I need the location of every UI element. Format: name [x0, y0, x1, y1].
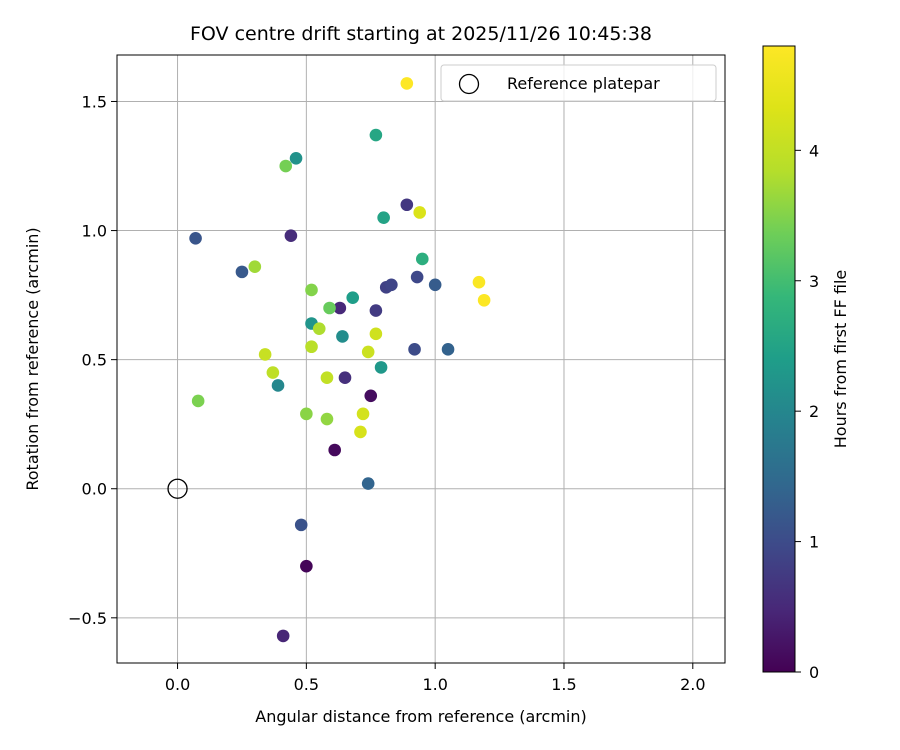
y-axis-label: Rotation from reference (arcmin) — [23, 227, 42, 490]
scatter-point — [328, 443, 341, 457]
scatter-point — [364, 389, 378, 403]
scatter-point — [320, 412, 334, 426]
scatter-point — [191, 394, 205, 408]
scatter-point — [248, 260, 262, 274]
x-tick-label: 1.5 — [551, 675, 576, 694]
legend-label: Reference platepar — [507, 74, 660, 93]
scatter-point — [235, 265, 249, 279]
scatter-point — [369, 327, 383, 341]
scatter-point — [346, 291, 360, 304]
scatter-point — [189, 232, 202, 245]
data-points — [189, 77, 491, 643]
scatter-point — [294, 518, 308, 532]
scatter-point — [266, 366, 280, 379]
colorbar — [762, 45, 796, 673]
reference-marker-layer — [167, 478, 188, 499]
scatter-point — [369, 128, 383, 142]
scatter-point — [333, 301, 347, 315]
scatter-point — [323, 301, 336, 315]
x-axis: 0.0 0.5 1.0 1.5 2.0 — [165, 663, 706, 694]
scatter-point — [354, 425, 367, 439]
scatter-point — [312, 322, 326, 335]
legend-reference-marker — [458, 73, 480, 95]
scatter-point — [415, 252, 429, 266]
scatter-point — [400, 198, 414, 212]
colorbar-label: Hours from first FF file — [831, 270, 850, 449]
scatter-point — [276, 629, 290, 643]
reference-platepar-marker — [167, 478, 188, 499]
scatter-point — [385, 278, 398, 292]
y-tick-label: 0.5 — [82, 351, 107, 370]
colorbar-tick-label: 4 — [809, 141, 819, 160]
colorbar-ticks: 0 1 2 3 4 — [795, 141, 819, 682]
scatter-point — [400, 77, 414, 90]
y-tick-label: 0.0 — [82, 480, 107, 499]
scatter-point — [374, 361, 388, 374]
colorbar-tick-label: 0 — [809, 663, 819, 682]
colorbar-tick-label: 3 — [809, 272, 819, 291]
scatter-point — [356, 407, 370, 421]
scatter-point — [305, 283, 318, 297]
scatter-point — [477, 293, 491, 307]
scatter-point — [271, 379, 285, 392]
scatter-point — [320, 371, 334, 385]
chart-title: FOV centre drift starting at 2025/11/26 … — [190, 23, 652, 45]
scatter-point — [336, 330, 349, 343]
y-tick-label: 1.5 — [82, 92, 107, 111]
scatter-point — [258, 348, 272, 361]
x-axis-label: Angular distance from reference (arcmin) — [255, 707, 586, 726]
scatter-point — [279, 159, 293, 173]
scatter-point — [361, 477, 375, 490]
plot-frame — [116, 54, 726, 664]
x-tick-label: 2.0 — [680, 675, 705, 694]
y-tick-label: 1.0 — [82, 222, 107, 241]
y-tick-label: −0.5 — [68, 609, 107, 628]
scatter-point — [305, 340, 318, 354]
x-tick-label: 0.5 — [294, 675, 319, 694]
scatter-point — [410, 270, 424, 284]
scatter-point — [428, 278, 442, 292]
grid-lines — [117, 55, 725, 663]
x-tick-label: 0.0 — [165, 675, 190, 694]
legend: Reference platepar — [440, 64, 717, 102]
scatter-point — [300, 559, 313, 573]
scatter-point — [289, 151, 303, 165]
scatter-point — [377, 211, 390, 224]
legend-box — [440, 64, 717, 102]
scatter-point — [338, 371, 352, 385]
colorbar-tick-label: 2 — [809, 402, 819, 421]
y-axis: −0.5 0.0 0.5 1.0 1.5 — [68, 92, 117, 628]
scatter-point — [300, 407, 313, 421]
scatter-point — [472, 275, 486, 289]
colorbar-tick-label: 1 — [809, 533, 819, 552]
scatter-point — [369, 304, 383, 317]
scatter-point — [413, 206, 427, 219]
scatter-point — [284, 229, 298, 243]
scatter-point — [361, 345, 375, 359]
x-tick-label: 1.0 — [422, 675, 447, 694]
scatter-point — [408, 343, 421, 356]
scatter-point — [441, 343, 455, 356]
